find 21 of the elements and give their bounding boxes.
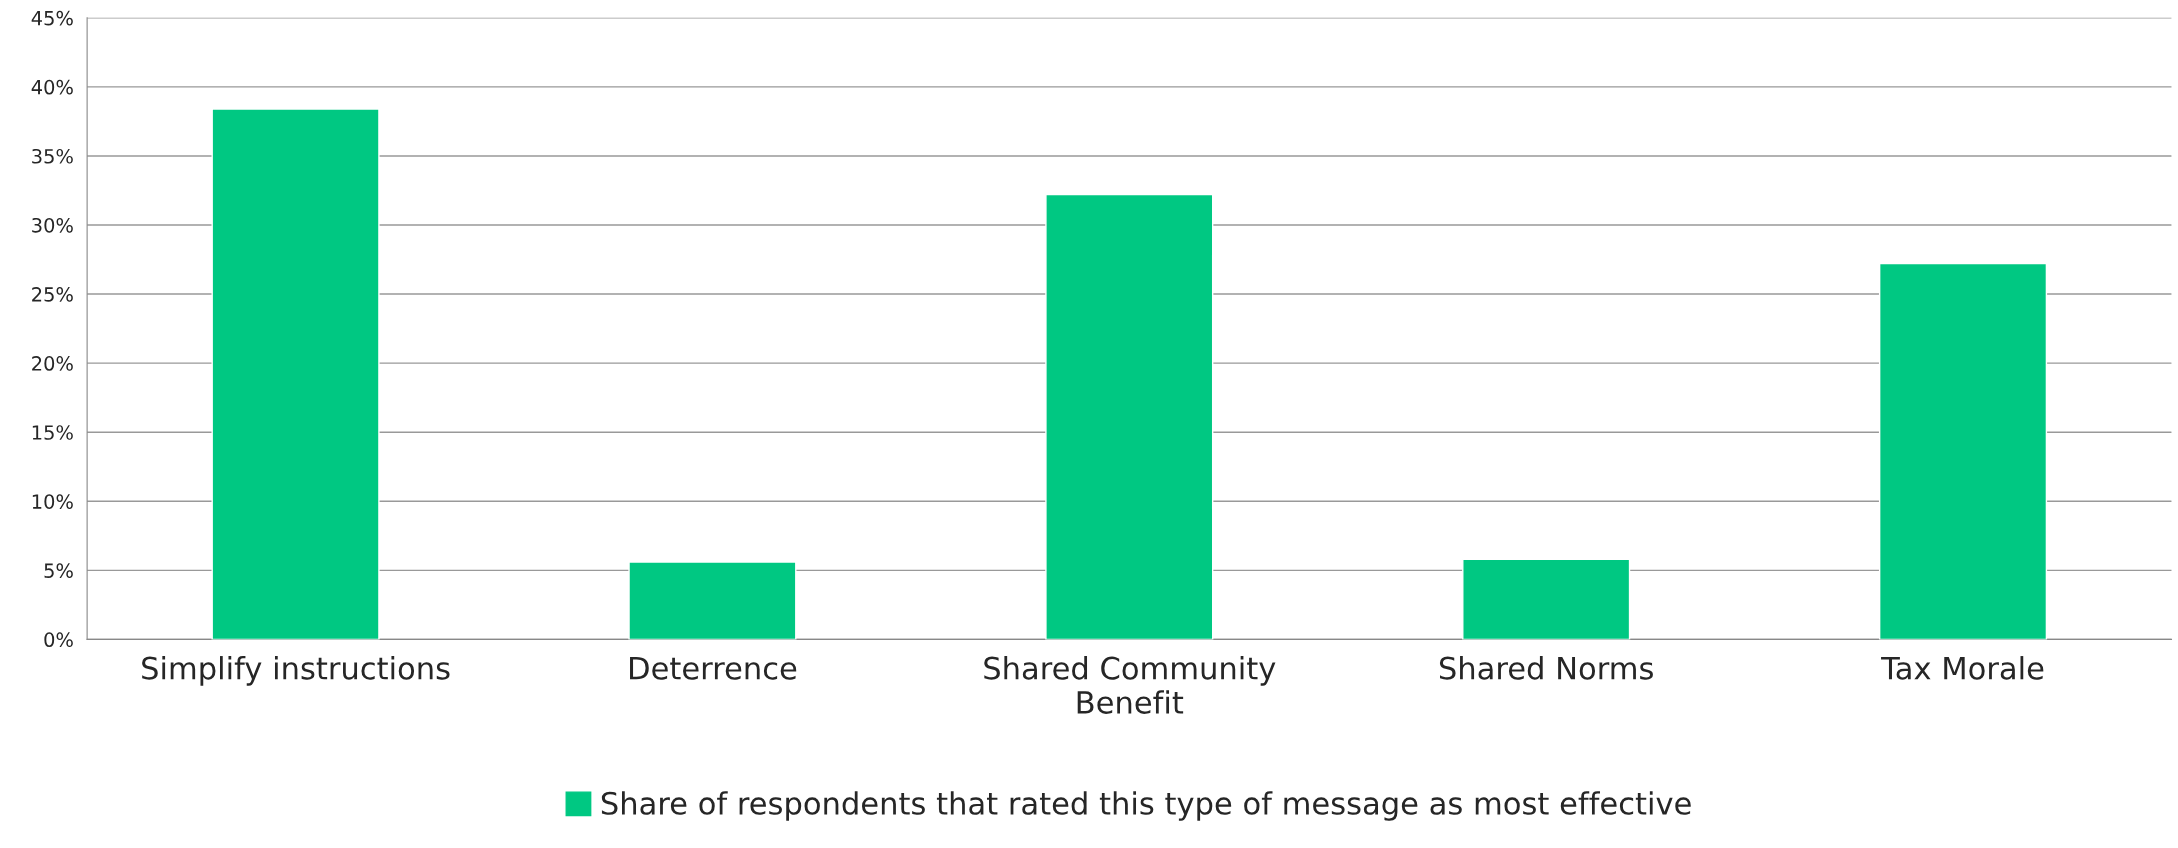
- legend-label: Share of respondents that rated this type of message as most effective: [601, 791, 1691, 821]
- bar: [1462, 558, 1631, 640]
- x-tick-label: Shared Norms: [1439, 656, 1653, 680]
- y-tick-label: 25%: [32, 287, 73, 302]
- bar: [628, 561, 797, 640]
- y-tick-label: 45%: [31, 10, 73, 26]
- bar: [1045, 193, 1214, 640]
- x-tick-label: Deterrence: [630, 657, 797, 680]
- y-tick-label: 5%: [44, 563, 73, 578]
- y-tick-label: 30%: [32, 217, 73, 233]
- y-tick-label: 15%: [32, 425, 73, 440]
- x-tick-label: Tax Morale: [1881, 656, 2044, 680]
- bar: [1878, 262, 2048, 640]
- y-tick-label: 35%: [32, 148, 73, 164]
- y-tick-label: 10%: [32, 494, 73, 509]
- x-tick-label: Shared Community Benefit: [984, 656, 1276, 714]
- bar: [211, 108, 380, 640]
- y-tick-label: 0%: [44, 632, 73, 648]
- x-tick-label: Simplify instructions: [142, 656, 450, 686]
- y-tick-label: 20%: [32, 356, 73, 371]
- y-tick-label: 40%: [31, 79, 73, 95]
